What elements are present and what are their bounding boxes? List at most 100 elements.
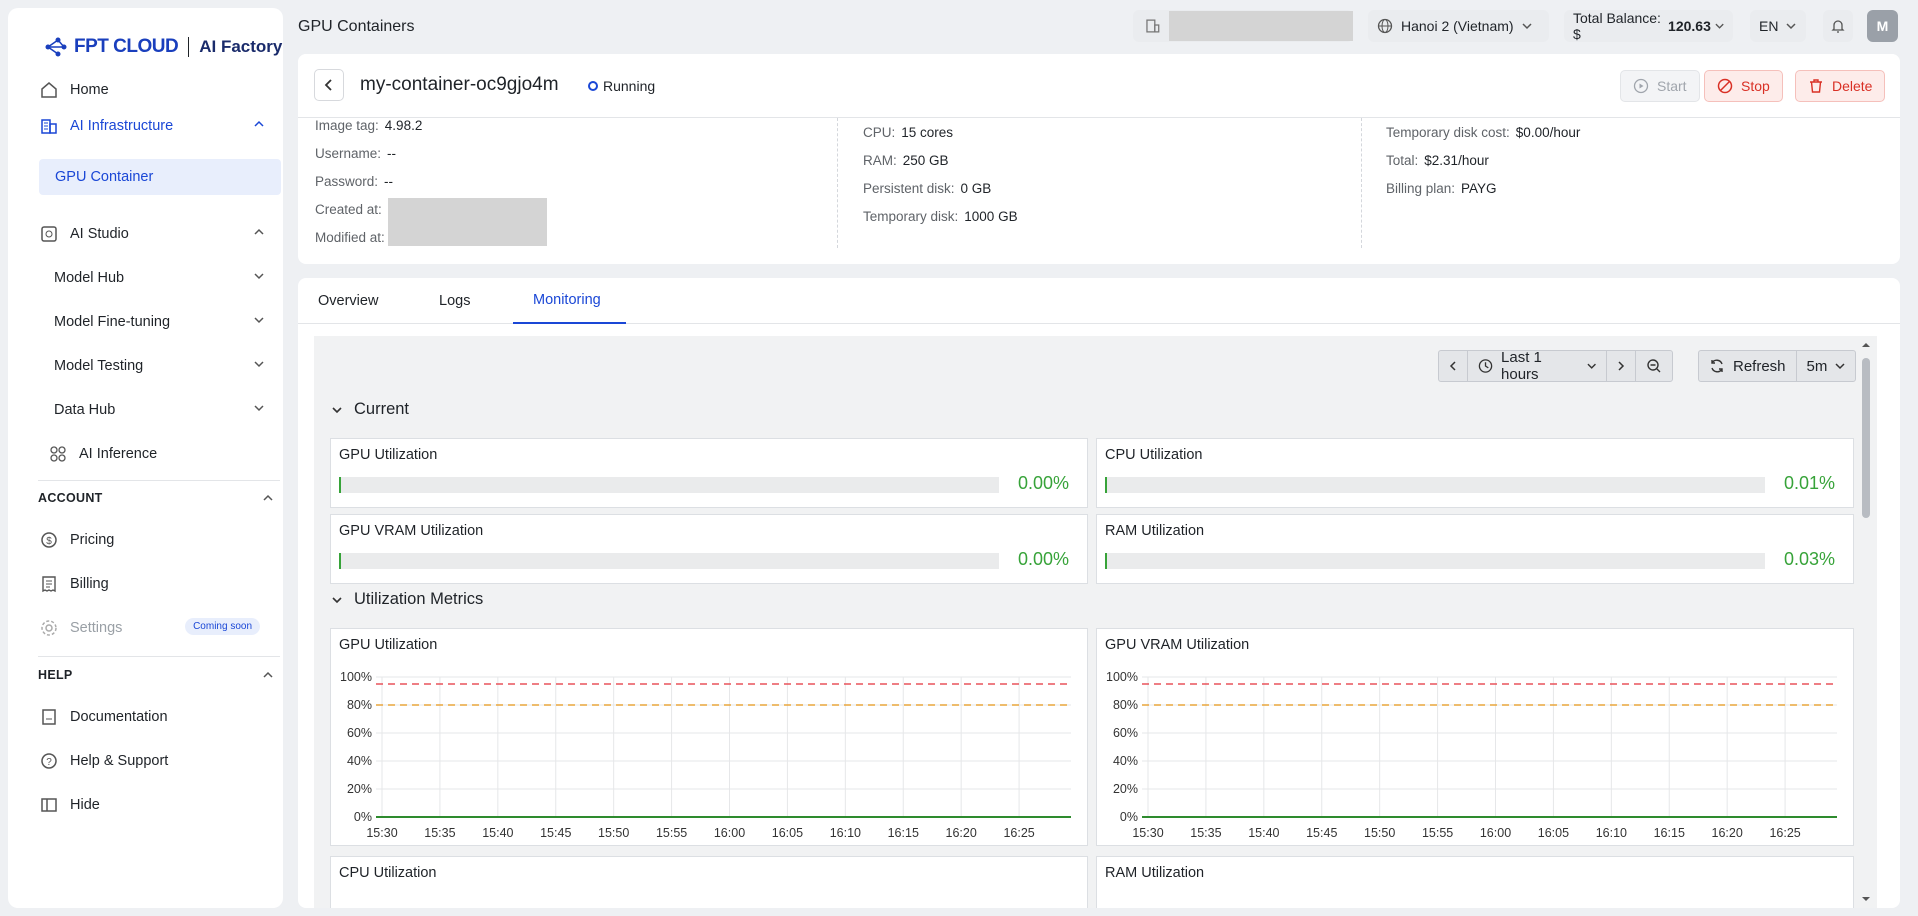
sidebar-item-label: Help & Support [70,753,169,769]
sidebar-item-model-hub[interactable]: Model Hub [30,259,280,297]
detail-key: Billing plan: [1386,180,1456,196]
time-range-picker[interactable]: Last 1 hours [1468,349,1607,383]
gauge-value: 0.01% [1783,473,1835,493]
x-tick-label: 16:25 [1769,826,1800,840]
scroll-down-icon [1862,897,1870,901]
panel-title: GPU VRAM Utilization [339,523,484,539]
x-tick-label: 15:30 [1132,826,1163,840]
balance-value: 120.63 [1668,18,1711,34]
notifications-button[interactable] [1823,10,1853,42]
tab-monitoring[interactable]: Monitoring [513,278,626,324]
group-label: Current [354,400,410,418]
sidebar-item-model-fine-tuning[interactable]: Model Fine-tuning [30,303,280,341]
y-tick-label: 40% [347,754,372,768]
detail-password: Password: -- [315,169,393,193]
detail-key: Total: [1386,152,1419,168]
x-tick-label: 16:00 [1480,826,1511,840]
sidebar-item-hide[interactable]: Hide [30,786,280,824]
container-header: my-container-oc9gjo4m Running Start Stop… [298,54,1900,118]
logo[interactable]: FPT CLOUD AI Factory [44,36,282,58]
detail-value: 4.98.2 [384,117,423,133]
bell-icon [1831,20,1845,33]
panel-title: CPU Utilization [339,865,437,881]
time-next-button[interactable] [1607,351,1636,381]
zoom-out-button[interactable] [1636,351,1672,381]
page-title: GPU Containers [298,18,415,35]
sidebar-item-data-hub[interactable]: Data Hub [30,391,280,429]
x-tick-label: 16:10 [1596,826,1627,840]
x-tick-label: 15:35 [1190,826,1221,840]
x-tick-label: 16:20 [946,826,977,840]
language-label: EN [1759,18,1779,34]
sidebar-item-label: Model Hub [54,270,125,286]
chevron-up-icon [254,120,264,127]
cpu-utilization-chart-panel: CPU Utilization [330,856,1088,908]
home-icon [41,82,57,98]
y-tick-label: 20% [1113,782,1138,796]
sidebar-item-ai-infrastructure[interactable]: AI Infrastructure [30,107,280,145]
detail-ram: RAM: 250 GB [863,148,949,172]
receipt-icon [42,576,56,593]
section-account[interactable]: ACCOUNT [38,491,273,505]
tab-overview[interactable]: Overview [318,293,379,309]
sidebar-item-ai-inference[interactable]: AI Inference [39,435,289,473]
sidebar-item-billing[interactable]: Billing [30,565,280,603]
section-help[interactable]: HELP [38,668,273,682]
detail-value: $2.31/hour [1424,152,1489,168]
balance-label: Total Balance: $ [1573,10,1661,42]
back-button[interactable] [314,69,344,101]
detail-cpu: CPU: 15 cores [863,120,953,144]
gpu-vram-utilization-chart-panel: GPU VRAM Utilization 0% 20% 40% 60% 80% 100% 1… [1096,628,1854,846]
status-dot-icon [588,81,598,91]
delete-button[interactable]: Delete [1795,70,1886,102]
detail-value: PAYG [1461,180,1497,196]
start-button[interactable]: Start [1620,70,1700,102]
current-gpu-vram-utilization-panel: GPU VRAM Utilization 0.00% [330,514,1088,584]
sidebar-item-documentation[interactable]: Documentation [30,698,280,736]
x-tick-label: 15:55 [656,826,687,840]
detail-persistent-disk: Persistent disk: 0 GB [863,176,991,200]
sidebar-item-model-testing[interactable]: Model Testing [30,347,280,385]
refresh-controls: Refresh 5m [1698,350,1857,382]
tab-logs[interactable]: Logs [439,293,471,309]
time-prev-button[interactable] [1439,351,1468,381]
x-tick-label: 15:35 [424,826,455,840]
monitoring-scrollbar[interactable] [1859,336,1873,908]
group-utilization-header[interactable]: Utilization Metrics [332,590,483,609]
stop-button[interactable]: Stop [1704,70,1783,102]
avatar[interactable]: M [1867,10,1898,42]
sidebar-item-ai-studio[interactable]: AI Studio [30,215,280,253]
clock-icon [1478,359,1493,373]
region-selector[interactable]: Hanoi 2 (Vietnam) [1368,10,1549,42]
scrollbar-thumb[interactable] [1862,358,1870,518]
play-circle-icon [1633,78,1649,94]
chevron-down-icon [1835,363,1845,370]
x-tick-label: 16:15 [1654,826,1685,840]
y-tick-label: 0% [354,810,372,824]
language-selector[interactable]: EN [1750,10,1806,42]
refresh-interval-picker[interactable]: 5m [1797,351,1856,381]
balance-selector[interactable]: Total Balance: $ 120.63 [1564,10,1733,42]
stop-circle-icon [1717,78,1733,94]
group-current-header[interactable]: Current [332,400,409,419]
main-content: my-container-oc9gjo4m Running Start Stop… [298,54,1900,908]
chevron-down-icon [1786,23,1796,30]
x-tick-label: 16:25 [1003,826,1034,840]
x-tick-label: 16:05 [1538,826,1569,840]
coming-soon-badge: Coming soon [185,618,260,635]
refresh-button[interactable]: Refresh [1699,351,1797,381]
sidebar-item-label: AI Inference [79,446,158,462]
sidebar-item-label: Home [70,82,109,98]
project-selector[interactable] [1133,10,1353,42]
sidebar-divider [38,480,280,481]
sidebar-item-settings: Settings Coming soon [30,609,280,647]
tabs-card: Overview Logs Monitoring Last 1 hours Re… [298,278,1900,908]
sidebar-item-home[interactable]: Home [30,71,280,109]
sidebar-item-help-support[interactable]: ? Help & Support [30,742,280,780]
sidebar-item-gpu-container[interactable]: GPU Container [39,159,281,195]
details-divider [837,118,838,248]
chevron-left-icon [1449,361,1456,371]
sidebar-item-label: Documentation [70,709,168,725]
sidebar-item-pricing[interactable]: $ Pricing [30,521,280,559]
brand-name: FPT CLOUD [74,36,179,57]
